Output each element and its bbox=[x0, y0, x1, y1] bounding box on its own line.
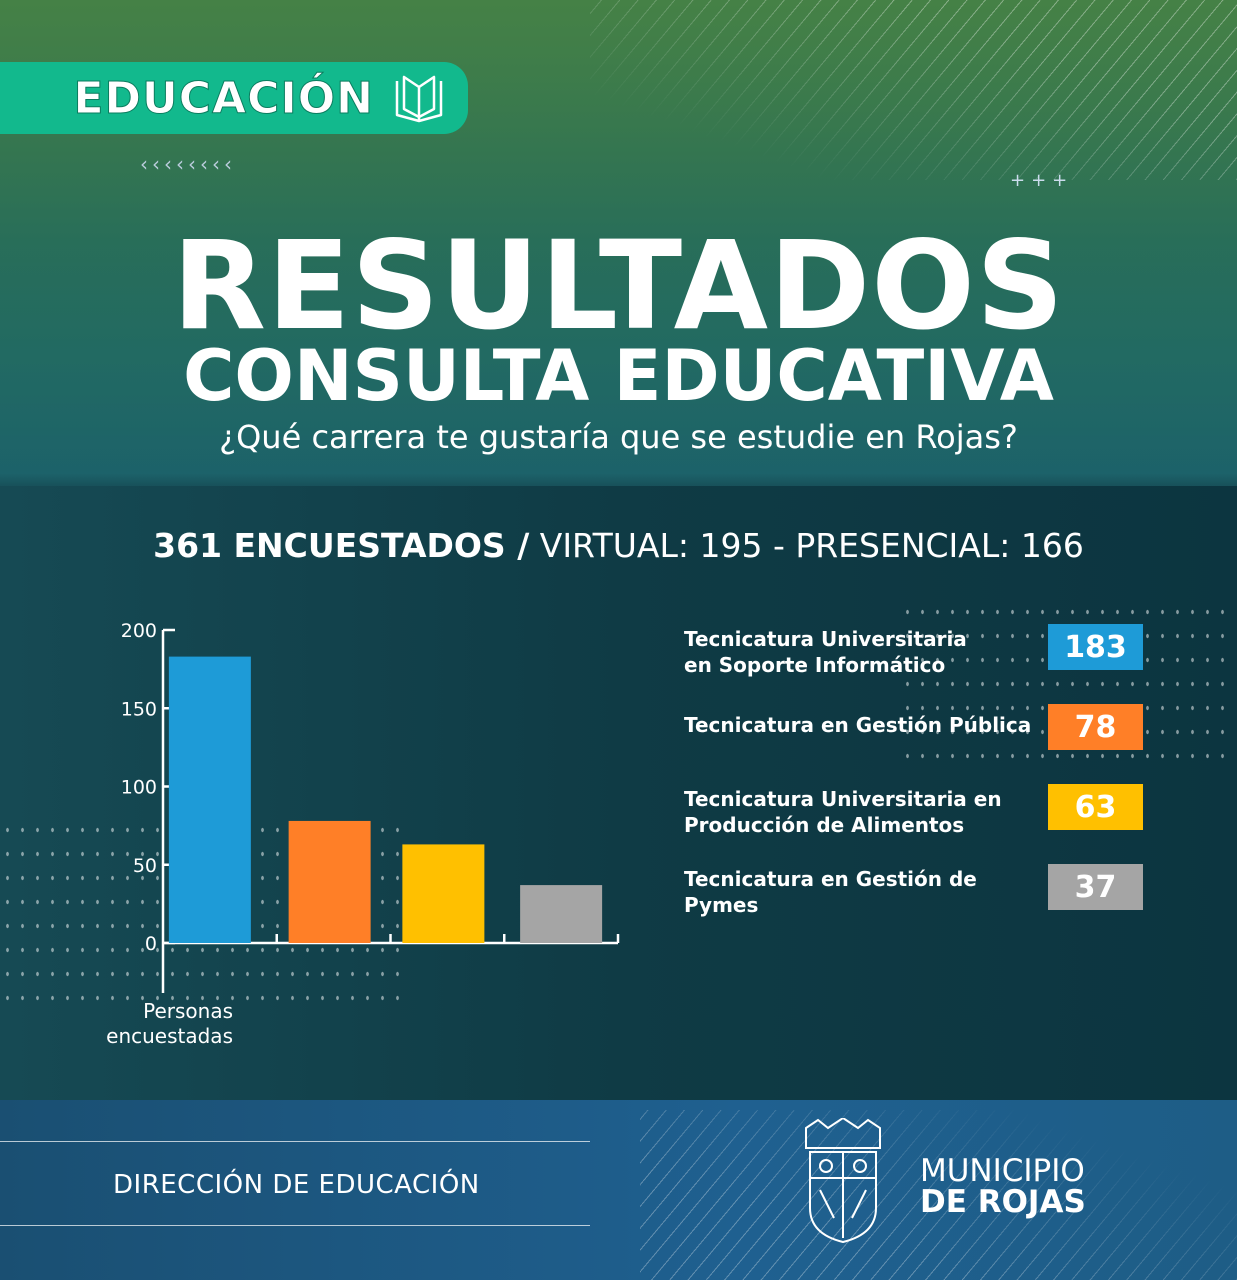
y-tick-label: 150 bbox=[121, 698, 157, 720]
legend-label: Tecnicatura en Gestión de Pymes bbox=[684, 867, 977, 917]
legend-item: Tecnicatura en Gestión Pública 78 bbox=[684, 704, 1144, 764]
department-name: DIRECCIÓN DE EDUCACIÓN bbox=[113, 1170, 480, 1200]
x-axis-label: encuestadas bbox=[106, 1024, 233, 1048]
legend-value-badge: 78 bbox=[1048, 704, 1143, 750]
respondent-breakdown: VIRTUAL: 195 - PRESENCIAL: 166 bbox=[539, 526, 1084, 565]
divider bbox=[0, 1225, 590, 1226]
respondent-stats: 361 ENCUESTADOS / VIRTUAL: 195 - PRESENC… bbox=[0, 526, 1237, 565]
education-badge: EDUCACIÓN bbox=[0, 62, 468, 134]
legend-value-badge: 37 bbox=[1048, 864, 1143, 910]
hatch-decoration bbox=[590, 0, 1237, 180]
legend-value-badge: 63 bbox=[1048, 784, 1143, 830]
bar-2 bbox=[288, 820, 371, 943]
y-tick-label: 50 bbox=[133, 855, 157, 877]
coat-of-arms-icon bbox=[805, 1118, 881, 1244]
legend-value-badge: 183 bbox=[1048, 624, 1143, 670]
legend-label: Tecnicatura Universitaria en Producción d… bbox=[684, 787, 1002, 837]
legend-item: Tecnicatura en Gestión de Pymes 37 bbox=[684, 864, 1144, 917]
y-tick-label: 200 bbox=[121, 620, 157, 642]
municipio-line1: MUNICIPIO bbox=[920, 1153, 1085, 1189]
legend-label: Tecnicatura en Gestión Pública bbox=[684, 713, 1032, 737]
footer-background bbox=[0, 1100, 1237, 1280]
plus-decoration: +++ bbox=[1010, 170, 1074, 191]
bar-3 bbox=[402, 844, 485, 943]
chevron-decoration: ‹‹‹‹‹‹‹‹ bbox=[140, 152, 236, 176]
bar-4 bbox=[520, 885, 603, 943]
legend-label: Tecnicatura Universitaria en Soporte Info… bbox=[684, 627, 967, 677]
open-book-icon bbox=[395, 75, 443, 123]
bar-1 bbox=[168, 656, 251, 943]
page-subtitle: CONSULTA EDUCATIVA bbox=[183, 335, 1054, 417]
x-axis-label: Personas bbox=[143, 999, 233, 1023]
survey-question: ¿Qué carrera te gustaría que se estudie … bbox=[219, 418, 1018, 456]
legend-item: Tecnicatura Universitaria en Producción d… bbox=[684, 784, 1144, 837]
divider bbox=[0, 1141, 590, 1142]
badge-label: EDUCACIÓN bbox=[73, 72, 374, 124]
total-respondents: 361 ENCUESTADOS / bbox=[153, 526, 530, 565]
page-title: RESULTADOS bbox=[172, 215, 1065, 357]
legend-item: Tecnicatura Universitaria en Soporte Info… bbox=[684, 624, 1144, 677]
municipio-logo-text: MUNICIPIO DE ROJAS bbox=[920, 1156, 1086, 1218]
municipio-line2: DE ROJAS bbox=[920, 1184, 1086, 1220]
hatch-decoration bbox=[640, 1110, 1237, 1280]
y-tick-label: 0 bbox=[145, 933, 157, 955]
y-tick-label: 100 bbox=[121, 777, 157, 799]
